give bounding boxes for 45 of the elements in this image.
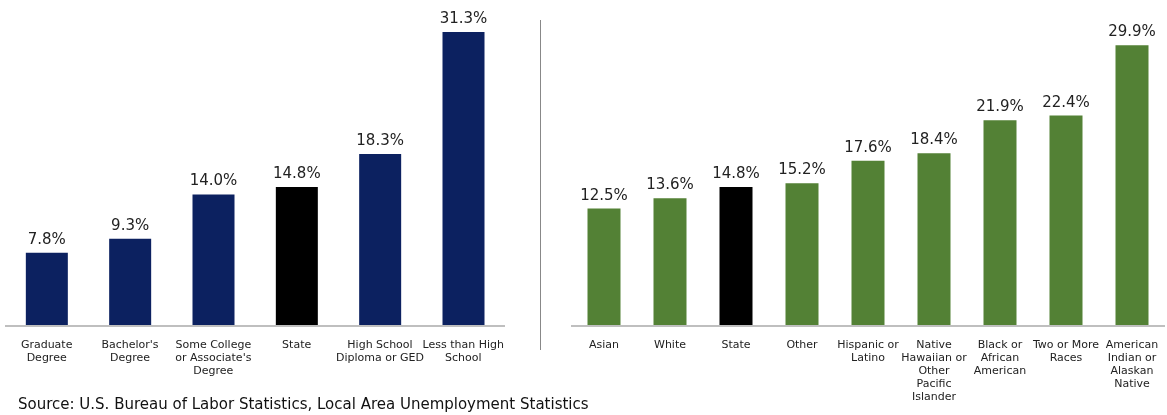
source-note: Source: U.S. Bureau of Labor Statistics, Local Area Unemployment Statistics	[18, 395, 589, 413]
data-label: 7.8%	[27, 229, 66, 248]
data-label: 14.0%	[189, 171, 238, 190]
bar	[192, 194, 235, 326]
data-label: 17.6%	[844, 137, 892, 156]
x-tick-label: Hispanic or Latino	[837, 338, 900, 364]
data-label: 13.6%	[646, 175, 694, 194]
x-tick-label: Some College or Associate's Degree	[175, 338, 252, 377]
data-label: 12.5%	[580, 185, 628, 204]
data-label: 14.8%	[712, 163, 760, 182]
x-tick-label: Asian	[588, 338, 620, 351]
bar	[1049, 115, 1083, 326]
bar	[442, 32, 485, 326]
x-tick-label: Two or More Races	[1031, 338, 1100, 364]
data-label: 21.9%	[976, 97, 1024, 116]
bar	[917, 153, 951, 326]
bar	[851, 160, 885, 326]
x-tick-label: State	[721, 338, 751, 351]
data-label: 29.9%	[1108, 22, 1156, 41]
bar	[587, 208, 621, 326]
bar	[1115, 45, 1149, 326]
data-label: 15.2%	[778, 160, 826, 179]
bar	[275, 186, 318, 326]
data-label: 18.3%	[356, 131, 404, 150]
bar	[983, 120, 1017, 326]
bar	[719, 186, 753, 326]
x-tick-label: State	[282, 338, 312, 351]
x-tick-label: White	[654, 338, 687, 351]
data-label: 14.8%	[273, 163, 321, 182]
x-tick-label: Bachelor's Degree	[101, 338, 159, 364]
x-tick-label: High School Diploma or GED	[336, 338, 424, 364]
x-tick-label: Graduate Degree	[20, 338, 73, 364]
x-tick-label: American Indian or Alaskan Native	[1105, 338, 1159, 390]
bar	[109, 238, 152, 326]
bar	[653, 198, 687, 326]
data-label: 9.3%	[111, 215, 150, 234]
bar	[359, 154, 402, 326]
x-tick-label: Black or African American	[973, 338, 1027, 377]
x-tick-label: Native Hawaiian or Other Pacific Islander	[901, 338, 968, 403]
x-tick-label: Other	[786, 338, 819, 351]
data-label: 18.4%	[910, 130, 958, 149]
data-label: 31.3%	[439, 9, 488, 27]
bar	[785, 183, 819, 326]
data-label: 22.4%	[1042, 92, 1090, 111]
bar	[25, 252, 68, 326]
